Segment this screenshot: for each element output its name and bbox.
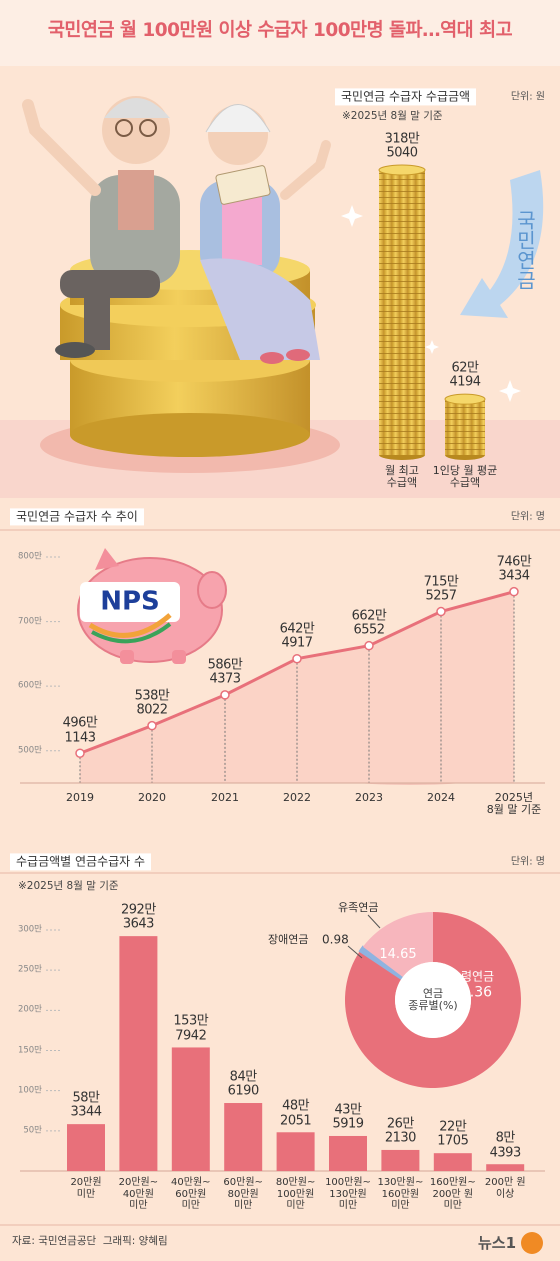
segment-label: 장애연금 xyxy=(268,932,309,946)
bar xyxy=(381,1149,420,1171)
x-tick-label: 2020 xyxy=(138,791,166,804)
x-tick-label: 2025년 8월 말 기준 xyxy=(486,791,542,817)
point xyxy=(292,653,302,664)
point xyxy=(509,586,519,597)
main-title: 국민연금 월 100만원 이상 수급자 100만명 돌파…역대 최고 xyxy=(47,19,513,41)
value-label: 153만 7942 xyxy=(173,1013,209,1044)
illustration-couple xyxy=(22,96,340,473)
segment-value: 14.65 xyxy=(379,946,417,962)
segment-label: 노령연금 xyxy=(449,969,495,984)
bar xyxy=(119,936,158,1171)
x-tick-label: 40만원~ 60만원 미만 xyxy=(171,1177,211,1211)
value-label: 292만 3643 xyxy=(121,902,156,932)
point xyxy=(436,606,446,617)
unit-label: 단위: 명 xyxy=(510,856,545,868)
value-label: 8만 4393 xyxy=(489,1130,522,1160)
leader-line xyxy=(347,945,363,959)
y-tick-label: 500만 xyxy=(17,745,42,756)
logo: 뉴스1 xyxy=(478,1233,517,1252)
coin-stack xyxy=(379,170,425,455)
y-tick-label: 800만 xyxy=(17,551,42,562)
coin-stack xyxy=(445,399,485,455)
point xyxy=(364,640,374,651)
value-label: 586만 4373 xyxy=(207,657,243,687)
bar xyxy=(486,1164,525,1171)
sparkles xyxy=(341,205,521,402)
logo-mark xyxy=(521,1232,543,1254)
y-tick-label: 250만 xyxy=(17,964,42,975)
x-tick-label: 20만원 미만 xyxy=(70,1177,102,1200)
category-label: 월 최고 수급액 xyxy=(385,464,419,490)
coin-top xyxy=(444,393,486,405)
chart-title: 국민연금 수급자 수 추이 xyxy=(10,508,144,526)
donut-title: 연금 종류별(%) xyxy=(408,986,458,1012)
note: ※2025년 8월 말 기준 xyxy=(18,880,119,893)
point xyxy=(220,690,230,700)
donut-hole xyxy=(395,962,471,1038)
bar xyxy=(329,1135,367,1171)
value-label: 715만 5257 xyxy=(423,573,459,604)
arrow-label: 국민연금 xyxy=(513,210,537,290)
y-tick-label: 600만 xyxy=(17,680,42,691)
x-tick-label: 20만원~ 40만원 미만 xyxy=(118,1177,159,1211)
segment-value: 0.98 xyxy=(322,932,349,947)
bar xyxy=(433,1153,472,1171)
segment-value: 84.36 xyxy=(451,984,493,1001)
note: ※2025년 8월 말 기준 xyxy=(342,110,443,123)
arrow xyxy=(460,170,544,318)
x-tick-label: 60만원~ 80만원 미만 xyxy=(223,1177,263,1211)
x-tick-label: 2024 xyxy=(427,791,455,804)
x-tick-label: 200만 원 이상 xyxy=(484,1177,526,1200)
title-band xyxy=(0,0,560,66)
point xyxy=(147,720,157,731)
y-tick-label: 150만 xyxy=(17,1044,42,1055)
nps-logo: NPS xyxy=(100,586,160,617)
bar xyxy=(224,1103,263,1171)
x-tick-label: 2022 xyxy=(283,791,311,804)
bar xyxy=(67,1124,105,1171)
value-label: 496만 1143 xyxy=(62,715,98,745)
bar xyxy=(171,1047,210,1171)
value-label: 642만 4917 xyxy=(279,621,315,651)
x-tick-label: 2023 xyxy=(355,791,383,804)
unit-label: 단위: 원 xyxy=(510,91,545,103)
x-tick-label: 2019 xyxy=(66,791,94,804)
value-label: 26만 2130 xyxy=(384,1116,417,1146)
value-label: 538만 8022 xyxy=(134,688,170,718)
value-label: 84만 6190 xyxy=(227,1069,260,1099)
value-label: 58만 3344 xyxy=(70,1090,102,1120)
piggy-bank xyxy=(77,548,227,664)
value-label: 318만 5040 xyxy=(384,131,420,161)
category-label: 1인당 월 평균 수급액 xyxy=(432,464,498,490)
source: 자료: 국민연금공단 그래픽: 양혜림 xyxy=(12,1235,168,1248)
y-tick-label: 50만 xyxy=(23,1125,42,1136)
unit-label: 단위: 명 xyxy=(510,511,545,523)
value-label: 62만 4194 xyxy=(449,360,481,390)
value-label: 43만 5919 xyxy=(332,1102,364,1132)
x-tick-label: 160만원~ 200만 원 미만 xyxy=(429,1177,476,1211)
value-label: 22만 1705 xyxy=(437,1119,469,1149)
point xyxy=(75,748,85,758)
x-tick-label: 2021 xyxy=(211,791,239,804)
x-tick-label: 100만원~ 130만원 미만 xyxy=(325,1177,371,1211)
value-label: 746만 3434 xyxy=(496,554,532,584)
y-tick-label: 700만 xyxy=(17,615,42,626)
chart-title: 국민연금 수급자 수급금액 xyxy=(335,88,477,106)
y-tick-label: 100만 xyxy=(17,1084,42,1095)
value-label: 662만 6552 xyxy=(351,608,387,638)
x-tick-label: 80만원~ 100만원 미만 xyxy=(275,1177,316,1211)
segment-label: 유족연금 xyxy=(338,900,379,914)
bar xyxy=(276,1132,315,1171)
coin-top xyxy=(378,164,426,176)
x-tick-label: 130만원~ 160만원 미만 xyxy=(377,1177,424,1211)
y-tick-label: 300만 xyxy=(17,924,42,935)
y-tick-label: 200만 xyxy=(17,1004,42,1015)
chart-title: 수급금액별 연금수급자 수 xyxy=(10,853,152,871)
value-label: 48만 2051 xyxy=(280,1098,312,1128)
donut-segment xyxy=(362,912,433,977)
donut-segment xyxy=(344,912,521,1089)
leader-line xyxy=(367,914,381,929)
